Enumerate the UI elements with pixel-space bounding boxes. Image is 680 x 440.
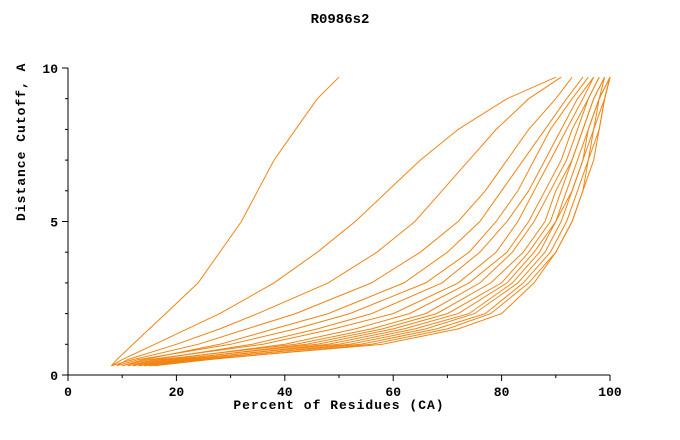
gdt-curve: [127, 76, 595, 367]
x-tick-label: 80: [494, 385, 510, 400]
y-tick-label: 0: [50, 369, 58, 384]
x-axis-label: Percent of Residues (CA): [233, 398, 445, 413]
gdt-curve: [122, 76, 584, 367]
gdt-curve: [154, 77, 611, 367]
gdt-curve: [143, 77, 611, 367]
gdt-curve: [132, 76, 600, 367]
x-tick-label: 40: [277, 385, 293, 400]
gdt-curve: [111, 76, 557, 367]
gdt-curve: [138, 76, 606, 367]
x-tick-label: 100: [598, 385, 622, 400]
gdt-curve: [111, 76, 340, 367]
gdt-curve: [111, 76, 573, 367]
x-tick-label: 0: [64, 385, 72, 400]
x-tick-label: 20: [169, 385, 185, 400]
gdt-curve: [132, 76, 606, 367]
gdt-curve: [143, 77, 606, 367]
gdt-curve: [127, 76, 600, 367]
y-tick-label: 5: [50, 216, 58, 231]
y-tick-label: 10: [42, 62, 58, 77]
gdt-curve: [149, 77, 611, 367]
chart-title: R0986s2: [310, 12, 370, 28]
x-tick-label: 60: [385, 385, 401, 400]
gdt-curve: [116, 76, 589, 367]
gdt-curve: [138, 76, 611, 367]
gdt-curve: [122, 76, 595, 367]
gdt-curve: [116, 76, 562, 367]
